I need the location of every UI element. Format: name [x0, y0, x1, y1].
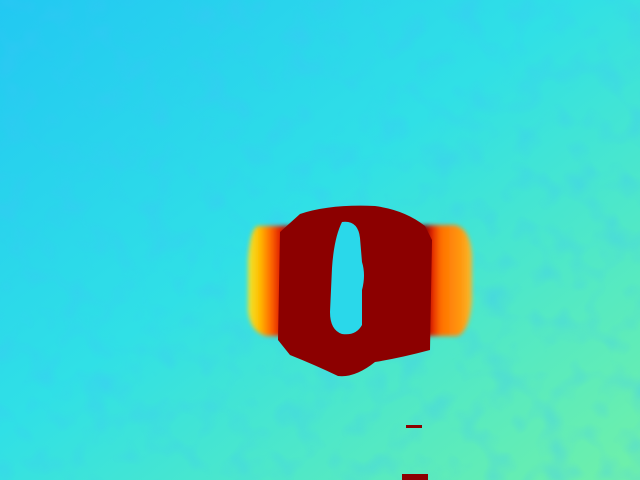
- speck: [406, 425, 422, 428]
- speck: [402, 474, 428, 480]
- cool-hole: [330, 221, 364, 335]
